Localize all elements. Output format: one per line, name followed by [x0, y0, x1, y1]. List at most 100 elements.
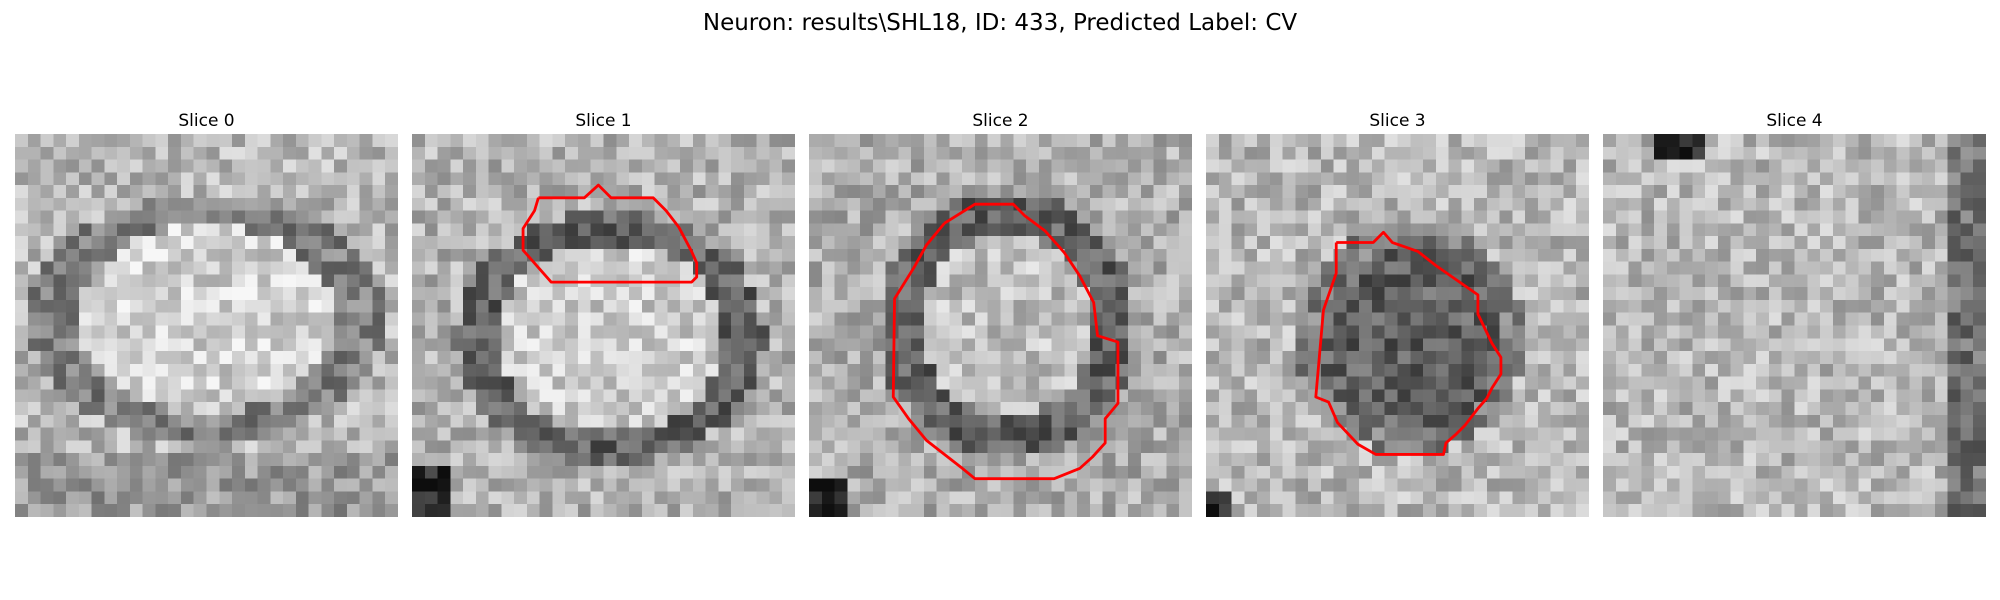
- image-pixel: [629, 134, 642, 147]
- image-pixel: [385, 211, 398, 224]
- image-pixel: [1820, 428, 1833, 441]
- image-pixel: [1769, 364, 1782, 377]
- image-pixel: [1257, 211, 1270, 224]
- image-pixel: [1654, 364, 1667, 377]
- image-pixel: [1372, 491, 1385, 504]
- image-pixel: [258, 415, 271, 428]
- image-pixel: [1667, 326, 1680, 339]
- image-pixel: [1731, 211, 1744, 224]
- image-pixel: [15, 364, 28, 377]
- image-pixel: [181, 504, 194, 517]
- image-pixel: [1973, 185, 1986, 198]
- image-pixel: [1909, 351, 1922, 364]
- image-pixel: [1487, 274, 1500, 287]
- image-pixel: [296, 364, 309, 377]
- image-pixel: [514, 147, 527, 160]
- image-pixel: [1461, 172, 1474, 185]
- image-pixel: [168, 364, 181, 377]
- image-pixel: [1922, 440, 1935, 453]
- image-pixel: [1782, 389, 1795, 402]
- image-pixel: [1807, 402, 1820, 415]
- image-pixel: [1820, 300, 1833, 313]
- image-pixel: [962, 504, 975, 517]
- image-pixel: [1219, 223, 1232, 236]
- image-pixel: [1680, 440, 1693, 453]
- image-pixel: [232, 211, 245, 224]
- image-pixel: [258, 185, 271, 198]
- image-pixel: [1154, 453, 1167, 466]
- image-pixel: [1257, 223, 1270, 236]
- image-pixel: [860, 428, 873, 441]
- image-pixel: [1960, 274, 1973, 287]
- image-pixel: [334, 160, 347, 173]
- image-pixel: [1820, 198, 1833, 211]
- image-pixel: [1166, 402, 1179, 415]
- image-pixel: [463, 326, 476, 339]
- image-pixel: [604, 364, 617, 377]
- image-pixel: [1833, 466, 1846, 479]
- image-pixel: [1538, 198, 1551, 211]
- image-pixel: [1436, 428, 1449, 441]
- image-pixel: [629, 211, 642, 224]
- image-pixel: [1563, 428, 1576, 441]
- image-pixel: [1680, 300, 1693, 313]
- image-pixel: [1538, 274, 1551, 287]
- image-pixel: [219, 300, 232, 313]
- image-pixel: [1603, 326, 1616, 339]
- image-pixel: [66, 249, 79, 262]
- image-pixel: [1219, 313, 1232, 326]
- image-pixel: [655, 300, 668, 313]
- image-pixel: [1769, 211, 1782, 224]
- image-pixel: [527, 338, 540, 351]
- image-pixel: [1206, 300, 1219, 313]
- image-pixel: [1705, 160, 1718, 173]
- image-pixel: [835, 211, 848, 224]
- image-pixel: [66, 338, 79, 351]
- image-pixel: [667, 198, 680, 211]
- image-pixel: [1013, 504, 1026, 517]
- image-pixel: [1922, 274, 1935, 287]
- image-pixel: [245, 160, 258, 173]
- image-pixel: [1512, 300, 1525, 313]
- image-pixel: [41, 223, 54, 236]
- image-pixel: [629, 389, 642, 402]
- image-pixel: [1756, 223, 1769, 236]
- image-pixel: [489, 313, 502, 326]
- image-pixel: [1346, 491, 1359, 504]
- image-pixel: [1680, 198, 1693, 211]
- image-pixel: [1871, 389, 1884, 402]
- image-pixel: [937, 389, 950, 402]
- image-pixel: [924, 415, 937, 428]
- image-pixel: [1013, 274, 1026, 287]
- image-pixel: [718, 364, 731, 377]
- image-pixel: [1795, 223, 1808, 236]
- image-pixel: [1960, 440, 1973, 453]
- image-pixel: [130, 198, 143, 211]
- image-pixel: [1077, 185, 1090, 198]
- image-pixel: [53, 211, 66, 224]
- image-pixel: [1449, 491, 1462, 504]
- image-pixel: [1576, 377, 1589, 390]
- image-pixel: [1257, 428, 1270, 441]
- image-pixel: [629, 262, 642, 275]
- image-pixel: [1897, 172, 1910, 185]
- image-pixel: [1858, 313, 1871, 326]
- image-pixel: [334, 300, 347, 313]
- image-pixel: [1948, 134, 1961, 147]
- image-pixel: [1064, 198, 1077, 211]
- image-pixel: [1743, 172, 1756, 185]
- image-pixel: [1616, 491, 1629, 504]
- image-pixel: [53, 453, 66, 466]
- image-pixel: [1616, 415, 1629, 428]
- image-pixel: [79, 249, 92, 262]
- image-pixel: [1219, 389, 1232, 402]
- image-pixel: [1321, 351, 1334, 364]
- image-pixel: [296, 466, 309, 479]
- image-pixel: [1141, 134, 1154, 147]
- image-pixel: [1474, 134, 1487, 147]
- image-pixel: [886, 249, 899, 262]
- image-pixel: [706, 415, 719, 428]
- image-pixel: [1141, 466, 1154, 479]
- image-pixel: [1398, 274, 1411, 287]
- image-pixel: [219, 440, 232, 453]
